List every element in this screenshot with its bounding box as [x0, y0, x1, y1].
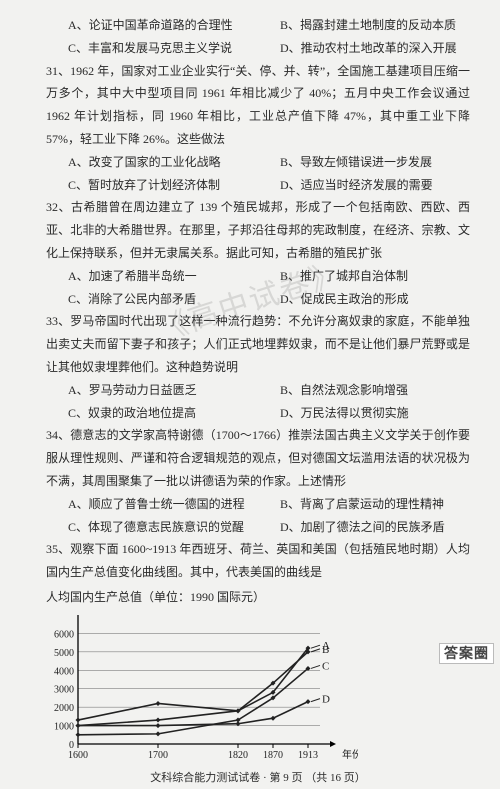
- svg-text:1700: 1700: [148, 750, 168, 761]
- q30-opt-a: A、论证中国革命道路的合理性: [46, 14, 258, 37]
- svg-text:B: B: [322, 644, 329, 656]
- q32-opt-c: C、消除了公民内部矛盾: [46, 288, 258, 311]
- q33-opt-b: B、自然法观念影响增强: [258, 379, 470, 402]
- gdp-line-chart: 0100020003000400050006000160017001820187…: [38, 611, 358, 766]
- exam-page: A、论证中国革命道路的合理性 B、揭露封建土地制度的反动本质 C、丰富和发展马克…: [0, 0, 500, 670]
- svg-text:3000: 3000: [54, 684, 74, 695]
- corner-mark: 答案圈: [439, 643, 494, 664]
- q30-opt-b: B、揭露封建土地制度的反动本质: [258, 14, 470, 37]
- svg-text:2000: 2000: [54, 703, 74, 714]
- q32-opt-b: B、推广了城邦自治体制: [258, 265, 470, 288]
- svg-text:1870: 1870: [263, 750, 283, 761]
- page-footer: 文科综合能力测试试卷 · 第 9 页 （共 16 页）: [46, 768, 470, 789]
- q31-opt-d: D、适应当时经济发展的需要: [258, 174, 470, 197]
- q31-opt-b: B、导致左倾错误进一步发展: [258, 151, 470, 174]
- q34-opt-d: D、加剧了德法之间的民族矛盾: [258, 516, 470, 539]
- q32-options: A、加速了希腊半岛统一 B、推广了城邦自治体制 C、消除了公民内部矛盾 D、促成…: [46, 265, 470, 311]
- q33-stem: 33、罗马帝国时代出现了这样一种流行趋势：不允许分离奴隶的家庭，不能单独出卖丈夫…: [46, 310, 470, 378]
- q31-options: A、改变了国家的工业化战略 B、导致左倾错误进一步发展 C、暂时放弃了计划经济体…: [46, 151, 470, 197]
- q32-opt-d: D、促成民主政治的形成: [258, 288, 470, 311]
- q33-options: A、罗马劳动力日益匮乏 B、自然法观念影响增强 C、奴隶的政治地位提高 D、万民…: [46, 379, 470, 425]
- q35-stem: 35、观察下面 1600~1913 年西班牙、荷兰、英国和美国（包括殖民地时期）…: [46, 538, 470, 584]
- q33-opt-a: A、罗马劳动力日益匮乏: [46, 379, 258, 402]
- svg-text:4000: 4000: [54, 666, 74, 677]
- gdp-chart-wrap: 人均国内生产总值（单位：1990 国际元） 010002000300040005…: [46, 586, 470, 766]
- svg-text:6000: 6000: [54, 629, 74, 640]
- gdp-chart-title: 人均国内生产总值（单位：1990 国际元）: [46, 586, 470, 609]
- q33-opt-c: C、奴隶的政治地位提高: [46, 402, 258, 425]
- q30-options: A、论证中国革命道路的合理性 B、揭露封建土地制度的反动本质 C、丰富和发展马克…: [46, 14, 470, 60]
- q32-opt-a: A、加速了希腊半岛统一: [46, 265, 258, 288]
- q34-opt-b: B、背离了启蒙运动的理性精神: [258, 493, 470, 516]
- svg-text:1600: 1600: [68, 750, 88, 761]
- q31-stem: 31、1962 年，国家对工业企业实行“关、停、并、转”，全国施工基建项目压缩一…: [46, 60, 470, 151]
- q32-stem: 32、古希腊曾在周边建立了 139 个殖民城邦，形成了一个包括南欧、西欧、西亚、…: [46, 196, 470, 264]
- gdp-svg: 0100020003000400050006000160017001820187…: [38, 611, 358, 766]
- q33-opt-d: D、万民法得以贯彻实施: [258, 402, 470, 425]
- q34-opt-c: C、体现了德意志民族意识的觉醒: [46, 516, 258, 539]
- svg-text:C: C: [322, 660, 329, 672]
- q34-options: A、顺应了普鲁士统一德国的进程 B、背离了启蒙运动的理性精神 C、体现了德意志民…: [46, 493, 470, 539]
- q30-opt-c: C、丰富和发展马克思主义学说: [46, 37, 258, 60]
- q31-opt-a: A、改变了国家的工业化战略: [46, 151, 258, 174]
- q34-stem: 34、德意志的文学家高特谢德（1700～1766）推崇法国古典主义文学关于创作要…: [46, 424, 470, 492]
- q30-opt-d: D、推动农村土地改革的深入开展: [258, 37, 470, 60]
- svg-text:1000: 1000: [54, 721, 74, 732]
- svg-text:1820: 1820: [228, 750, 248, 761]
- svg-text:1913: 1913: [298, 750, 318, 761]
- svg-text:D: D: [322, 693, 330, 705]
- svg-text:年份: 年份: [342, 748, 358, 761]
- q31-opt-c: C、暂时放弃了计划经济体制: [46, 174, 258, 197]
- q34-opt-a: A、顺应了普鲁士统一德国的进程: [46, 493, 258, 516]
- svg-text:5000: 5000: [54, 648, 74, 659]
